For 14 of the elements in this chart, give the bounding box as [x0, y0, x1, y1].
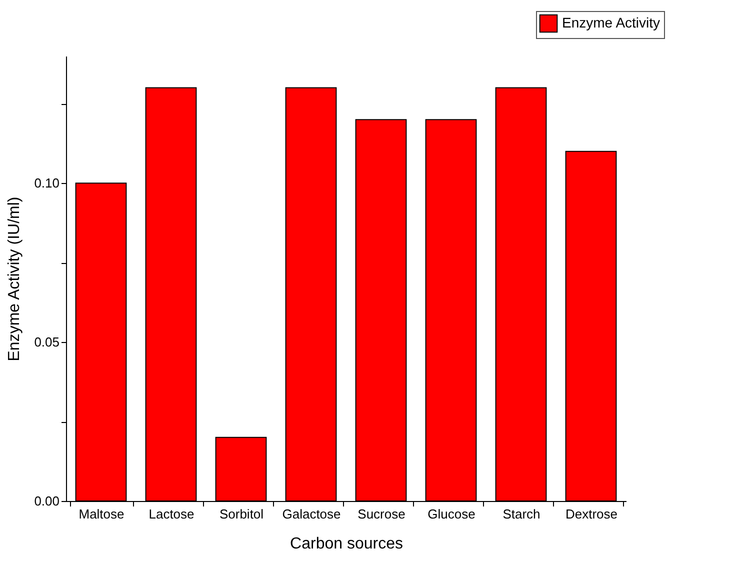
x-tick-label: Sorbitol — [219, 506, 264, 522]
legend-label: Enzyme Activity — [562, 14, 660, 30]
y-tick-label: 0.00 — [34, 494, 60, 508]
x-axis-title: Carbon sources — [290, 536, 403, 552]
x-tick-label: Glucose — [428, 506, 476, 522]
x-tick-label: Sucrose — [358, 506, 406, 522]
y-tick-label: 0.10 — [34, 176, 60, 191]
x-tick-label: Dextrose — [565, 506, 618, 522]
x-tick-label: Maltose — [78, 506, 124, 522]
x-tick-label: Starch — [502, 506, 540, 522]
y-axis-title: Enzyme Activity (IU/ml) — [6, 196, 24, 362]
x-tick-label: Lactose — [148, 506, 194, 522]
x-tick-label: Galactose — [282, 506, 341, 522]
y-tick-label: 0.05 — [34, 334, 60, 350]
